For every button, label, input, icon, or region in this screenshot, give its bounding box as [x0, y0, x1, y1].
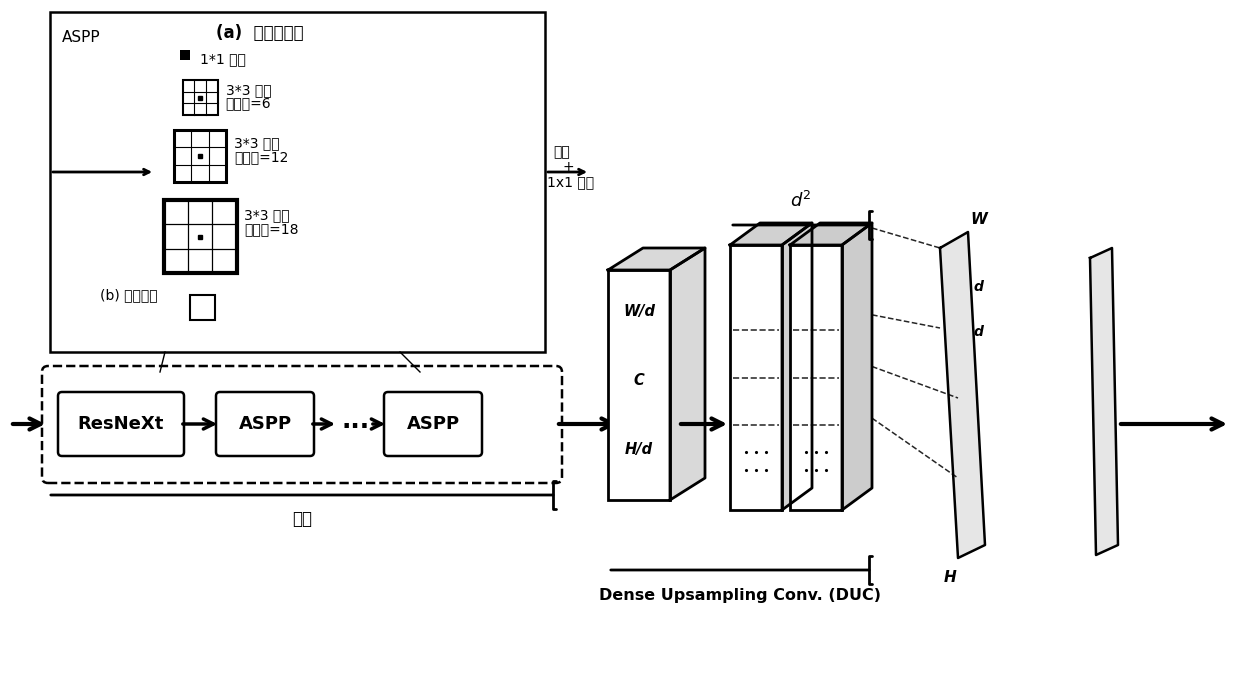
Text: 1x1 卷积: 1x1 卷积 — [547, 175, 594, 189]
Polygon shape — [940, 232, 985, 558]
Bar — [174, 130, 226, 182]
Bar — [730, 245, 782, 510]
Polygon shape — [670, 248, 706, 500]
Text: +: + — [562, 160, 574, 174]
Bar — [50, 12, 546, 352]
Text: ResNeXt: ResNeXt — [78, 415, 164, 433]
Text: 3*3 卷积: 3*3 卷积 — [244, 208, 290, 222]
Text: 3*3 卷积: 3*3 卷积 — [226, 83, 272, 97]
Text: H: H — [944, 570, 956, 585]
Polygon shape — [730, 223, 812, 245]
Text: d: d — [973, 280, 983, 294]
Text: 膨胀率=18: 膨胀率=18 — [244, 222, 299, 236]
Text: 3*3 卷积: 3*3 卷积 — [234, 136, 280, 150]
Text: $d^2$: $d^2$ — [790, 191, 812, 211]
Polygon shape — [790, 223, 872, 245]
Bar — [790, 245, 842, 510]
Text: Dense Upsampling Conv. (DUC): Dense Upsampling Conv. (DUC) — [599, 588, 880, 603]
Text: 膨胀率=6: 膨胀率=6 — [226, 96, 272, 110]
Bar — [182, 80, 217, 115]
Text: d: d — [973, 325, 983, 339]
Text: 膨胀率=12: 膨胀率=12 — [234, 150, 289, 164]
Text: (a)  多尺度卷积: (a) 多尺度卷积 — [216, 24, 304, 42]
Text: ASPP: ASPP — [62, 30, 100, 45]
Text: 1*1 卷积: 1*1 卷积 — [200, 52, 246, 66]
Polygon shape — [1090, 248, 1118, 555]
Text: ASPP: ASPP — [407, 415, 460, 433]
Polygon shape — [782, 223, 812, 510]
Text: 编码: 编码 — [291, 510, 312, 528]
FancyBboxPatch shape — [58, 392, 184, 456]
Bar — [190, 295, 215, 320]
Text: C: C — [634, 373, 645, 388]
FancyBboxPatch shape — [216, 392, 314, 456]
Text: ···: ··· — [342, 415, 370, 439]
FancyBboxPatch shape — [384, 392, 482, 456]
Bar — [180, 50, 190, 60]
Text: 串联: 串联 — [553, 145, 569, 159]
Polygon shape — [842, 223, 872, 510]
Text: H/d: H/d — [625, 442, 653, 457]
Bar — [164, 200, 237, 273]
Polygon shape — [608, 248, 706, 270]
Bar — [608, 270, 670, 500]
Text: W: W — [970, 212, 987, 227]
Text: ASPP: ASPP — [238, 415, 291, 433]
Text: W/d: W/d — [622, 304, 655, 319]
Text: (b) 图像池化: (b) 图像池化 — [100, 288, 157, 302]
